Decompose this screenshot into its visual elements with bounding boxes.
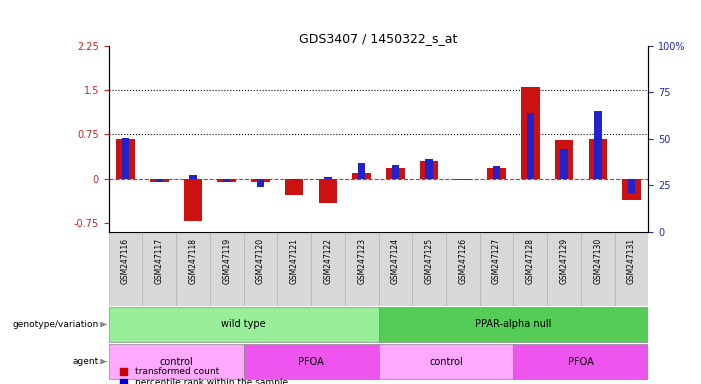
Text: GSM247117: GSM247117 bbox=[155, 238, 164, 284]
Bar bbox=[379, 344, 514, 379]
Bar bbox=[581, 232, 615, 306]
Text: GSM247130: GSM247130 bbox=[593, 238, 602, 284]
Bar bbox=[345, 232, 379, 306]
Bar bbox=[379, 232, 412, 306]
Bar bbox=[217, 179, 236, 182]
Bar bbox=[628, 179, 635, 193]
Bar bbox=[412, 232, 446, 306]
Title: GDS3407 / 1450322_s_at: GDS3407 / 1450322_s_at bbox=[299, 32, 458, 45]
Text: wild type: wild type bbox=[222, 319, 266, 329]
Text: PPAR-alpha null: PPAR-alpha null bbox=[475, 319, 552, 329]
Bar bbox=[223, 179, 231, 182]
Bar bbox=[386, 168, 404, 179]
Bar bbox=[278, 232, 311, 306]
Text: PFOA: PFOA bbox=[298, 357, 324, 367]
Text: GSM247125: GSM247125 bbox=[425, 238, 434, 284]
Text: GSM247121: GSM247121 bbox=[290, 238, 299, 284]
Bar bbox=[521, 87, 540, 179]
Bar bbox=[589, 139, 607, 179]
Bar bbox=[594, 111, 601, 179]
Bar bbox=[122, 138, 129, 179]
Bar bbox=[109, 344, 244, 379]
Bar bbox=[285, 179, 304, 195]
Bar bbox=[189, 175, 197, 179]
Bar bbox=[392, 164, 399, 179]
Bar bbox=[319, 179, 337, 204]
Text: GSM247128: GSM247128 bbox=[526, 238, 535, 284]
Text: agent: agent bbox=[72, 357, 99, 366]
Bar bbox=[514, 344, 648, 379]
Bar bbox=[622, 179, 641, 200]
Bar bbox=[150, 179, 168, 182]
Bar bbox=[109, 232, 142, 306]
Bar bbox=[479, 232, 514, 306]
Text: GSM247120: GSM247120 bbox=[256, 238, 265, 284]
Bar bbox=[251, 179, 270, 182]
Bar bbox=[142, 232, 176, 306]
Bar bbox=[244, 344, 379, 379]
Bar bbox=[311, 232, 345, 306]
Bar bbox=[184, 179, 203, 221]
Bar bbox=[454, 179, 472, 180]
Bar bbox=[615, 232, 648, 306]
Bar bbox=[426, 159, 433, 179]
Bar bbox=[109, 307, 379, 342]
Bar bbox=[156, 179, 163, 182]
Text: GSM247127: GSM247127 bbox=[492, 238, 501, 284]
Text: GSM247131: GSM247131 bbox=[627, 238, 636, 284]
Text: control: control bbox=[429, 357, 463, 367]
Legend: transformed count, percentile rank within the sample: transformed count, percentile rank withi… bbox=[120, 367, 287, 384]
Bar bbox=[325, 177, 332, 179]
Bar bbox=[358, 163, 365, 179]
Bar bbox=[210, 232, 244, 306]
Text: GSM247122: GSM247122 bbox=[323, 238, 332, 284]
Text: GSM247116: GSM247116 bbox=[121, 238, 130, 284]
Bar bbox=[487, 168, 506, 179]
Bar bbox=[176, 232, 210, 306]
Bar bbox=[547, 232, 581, 306]
Text: GSM247126: GSM247126 bbox=[458, 238, 468, 284]
Bar bbox=[290, 179, 298, 180]
Bar bbox=[514, 232, 547, 306]
Text: control: control bbox=[159, 357, 193, 367]
Bar bbox=[560, 149, 568, 179]
Bar bbox=[554, 141, 573, 179]
Text: GSM247119: GSM247119 bbox=[222, 238, 231, 284]
Bar bbox=[116, 139, 135, 179]
Bar bbox=[526, 113, 534, 179]
Bar bbox=[379, 307, 648, 342]
Bar bbox=[353, 173, 371, 179]
Text: GSM247129: GSM247129 bbox=[559, 238, 569, 284]
Bar bbox=[446, 232, 479, 306]
Text: genotype/variation: genotype/variation bbox=[13, 320, 99, 329]
Bar bbox=[257, 179, 264, 187]
Bar bbox=[420, 161, 438, 179]
Text: GSM247118: GSM247118 bbox=[189, 238, 198, 284]
Bar bbox=[244, 232, 278, 306]
Text: GSM247123: GSM247123 bbox=[358, 238, 366, 284]
Bar bbox=[493, 166, 501, 179]
Text: GSM247124: GSM247124 bbox=[391, 238, 400, 284]
Text: PFOA: PFOA bbox=[568, 357, 594, 367]
